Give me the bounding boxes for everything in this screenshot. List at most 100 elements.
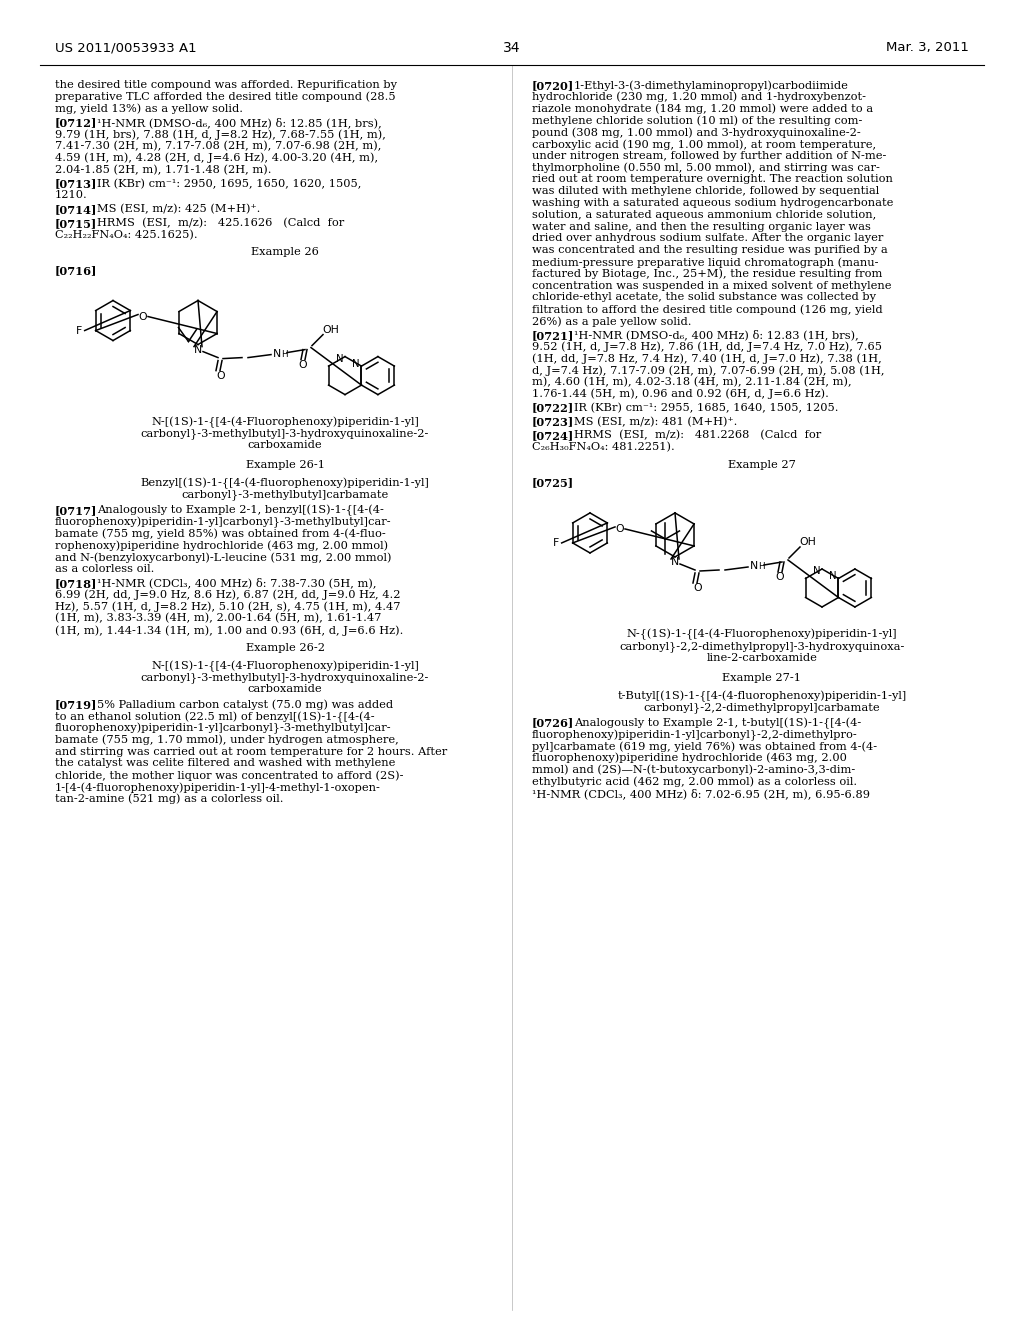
Text: N: N	[194, 345, 202, 355]
Text: chloride, the mother liquor was concentrated to afford (2S)-: chloride, the mother liquor was concentr…	[55, 770, 403, 780]
Text: [0725]: [0725]	[532, 478, 574, 488]
Text: Example 27: Example 27	[728, 459, 796, 470]
Text: ¹H-NMR (CDCl₃, 400 MHz) δ: 7.38-7.30 (5H, m),: ¹H-NMR (CDCl₃, 400 MHz) δ: 7.38-7.30 (5H…	[97, 578, 377, 589]
Text: Example 26-2: Example 26-2	[246, 643, 325, 652]
Text: Mar. 3, 2011: Mar. 3, 2011	[886, 41, 969, 54]
Text: to an ethanol solution (22.5 ml) of benzyl[(1S)-1-{[4-(4-: to an ethanol solution (22.5 ml) of benz…	[55, 711, 375, 722]
Text: line-2-carboxamide: line-2-carboxamide	[707, 652, 817, 663]
Text: 4.59 (1H, m), 4.28 (2H, d, J=4.6 Hz), 4.00-3.20 (4H, m),: 4.59 (1H, m), 4.28 (2H, d, J=4.6 Hz), 4.…	[55, 153, 378, 164]
Text: [0716]: [0716]	[55, 265, 97, 276]
Text: 2.04-1.85 (2H, m), 1.71-1.48 (2H, m).: 2.04-1.85 (2H, m), 1.71-1.48 (2H, m).	[55, 165, 271, 176]
Text: N-[(1S)-1-{[4-(4-Fluorophenoxy)piperidin-1-yl]: N-[(1S)-1-{[4-(4-Fluorophenoxy)piperidin…	[152, 660, 419, 672]
Text: H: H	[281, 350, 288, 359]
Text: HRMS  (ESI,  m/z):   481.2268   (Calcd  for: HRMS (ESI, m/z): 481.2268 (Calcd for	[574, 430, 821, 441]
Text: N: N	[813, 566, 821, 576]
Text: carbonyl}-3-methylbutyl]-3-hydroxyquinoxaline-2-: carbonyl}-3-methylbutyl]-3-hydroxyquinox…	[141, 672, 429, 682]
Text: factured by Biotage, Inc., 25+M), the residue resulting from: factured by Biotage, Inc., 25+M), the re…	[532, 269, 883, 280]
Text: ¹H-NMR (CDCl₃, 400 MHz) δ: 7.02-6.95 (2H, m), 6.95-6.89: ¹H-NMR (CDCl₃, 400 MHz) δ: 7.02-6.95 (2H…	[532, 788, 870, 799]
Text: N-{(1S)-1-{[4-(4-Fluorophenoxy)piperidin-1-yl]: N-{(1S)-1-{[4-(4-Fluorophenoxy)piperidin…	[627, 628, 897, 640]
Text: N: N	[336, 354, 344, 363]
Text: pound (308 mg, 1.00 mmol) and 3-hydroxyquinoxaline-2-: pound (308 mg, 1.00 mmol) and 3-hydroxyq…	[532, 127, 861, 137]
Text: [0717]: [0717]	[55, 506, 97, 516]
Text: 1-Ethyl-3-(3-dimethylaminopropyl)carbodiimide: 1-Ethyl-3-(3-dimethylaminopropyl)carbodi…	[574, 81, 849, 91]
Text: 26%) as a pale yellow solid.: 26%) as a pale yellow solid.	[532, 315, 691, 326]
Text: O: O	[138, 312, 147, 322]
Text: [0720]: [0720]	[532, 81, 574, 91]
Text: N: N	[351, 359, 359, 370]
Text: [0722]: [0722]	[532, 403, 574, 413]
Text: and N-(benzyloxycarbonyl)-L-leucine (531 mg, 2.00 mmol): and N-(benzyloxycarbonyl)-L-leucine (531…	[55, 552, 391, 562]
Text: t-Butyl[(1S)-1-{[4-(4-fluorophenoxy)piperidin-1-yl]: t-Butyl[(1S)-1-{[4-(4-fluorophenoxy)pipe…	[617, 690, 906, 702]
Text: methylene chloride solution (10 ml) of the resulting com-: methylene chloride solution (10 ml) of t…	[532, 115, 862, 125]
Text: was concentrated and the resulting residue was purified by a: was concentrated and the resulting resid…	[532, 246, 888, 255]
Text: fluorophenoxy)piperidin-1-yl]carbonyl}-3-methylbutyl]car-: fluorophenoxy)piperidin-1-yl]carbonyl}-3…	[55, 723, 391, 734]
Text: riazole monohydrate (184 mg, 1.20 mmol) were added to a: riazole monohydrate (184 mg, 1.20 mmol) …	[532, 103, 873, 114]
Text: was diluted with methylene chloride, followed by sequential: was diluted with methylene chloride, fol…	[532, 186, 880, 197]
Text: carboxylic acid (190 mg, 1.00 mmol), at room temperature,: carboxylic acid (190 mg, 1.00 mmol), at …	[532, 139, 877, 149]
Text: 1-[4-(4-fluorophenoxy)piperidin-1-yl]-4-methyl-1-oxopen-: 1-[4-(4-fluorophenoxy)piperidin-1-yl]-4-…	[55, 781, 381, 792]
Text: filtration to afford the desired title compound (126 mg, yield: filtration to afford the desired title c…	[532, 304, 883, 314]
Text: thylmorpholine (0.550 ml, 5.00 mmol), and stirring was car-: thylmorpholine (0.550 ml, 5.00 mmol), an…	[532, 162, 880, 173]
Text: carboxamide: carboxamide	[248, 684, 323, 694]
Text: solution, a saturated aqueous ammonium chloride solution,: solution, a saturated aqueous ammonium c…	[532, 210, 877, 220]
Text: [0726]: [0726]	[532, 718, 574, 729]
Text: 1.76-1.44 (5H, m), 0.96 and 0.92 (6H, d, J=6.6 Hz).: 1.76-1.44 (5H, m), 0.96 and 0.92 (6H, d,…	[532, 389, 828, 400]
Text: water and saline, and then the resulting organic layer was: water and saline, and then the resulting…	[532, 222, 870, 231]
Text: carbonyl}-2,2-dimethylpropyl]carbamate: carbonyl}-2,2-dimethylpropyl]carbamate	[644, 702, 881, 713]
Text: IR (KBr) cm⁻¹: 2950, 1695, 1650, 1620, 1505,: IR (KBr) cm⁻¹: 2950, 1695, 1650, 1620, 1…	[97, 178, 361, 189]
Text: ¹H-NMR (DMSO-d₆, 400 MHz) δ: 12.85 (1H, brs),: ¹H-NMR (DMSO-d₆, 400 MHz) δ: 12.85 (1H, …	[97, 117, 382, 128]
Text: washing with a saturated aqueous sodium hydrogencarbonate: washing with a saturated aqueous sodium …	[532, 198, 893, 209]
Text: OH: OH	[323, 325, 339, 334]
Text: under nitrogen stream, followed by further addition of N-me-: under nitrogen stream, followed by furth…	[532, 150, 887, 161]
Text: Hz), 5.57 (1H, d, J=8.2 Hz), 5.10 (2H, s), 4.75 (1H, m), 4.47: Hz), 5.57 (1H, d, J=8.2 Hz), 5.10 (2H, s…	[55, 602, 400, 612]
Text: 9.52 (1H, d, J=7.8 Hz), 7.86 (1H, dd, J=7.4 Hz, 7.0 Hz), 7.65: 9.52 (1H, d, J=7.8 Hz), 7.86 (1H, dd, J=…	[532, 342, 882, 352]
Text: carbonyl}-2,2-dimethylpropyl]-3-hydroxyquinoxa-: carbonyl}-2,2-dimethylpropyl]-3-hydroxyq…	[620, 640, 904, 652]
Text: carbonyl}-3-methylbutyl]carbamate: carbonyl}-3-methylbutyl]carbamate	[181, 490, 389, 500]
Text: F: F	[552, 539, 559, 548]
Text: [0712]: [0712]	[55, 117, 97, 128]
Text: carboxamide: carboxamide	[248, 440, 323, 450]
Text: rophenoxy)piperidine hydrochloride (463 mg, 2.00 mmol): rophenoxy)piperidine hydrochloride (463 …	[55, 540, 388, 550]
Text: tan-2-amine (521 mg) as a colorless oil.: tan-2-amine (521 mg) as a colorless oil.	[55, 793, 284, 804]
Text: [0714]: [0714]	[55, 205, 97, 215]
Text: 1210.: 1210.	[55, 190, 88, 201]
Text: O: O	[776, 572, 784, 582]
Text: Benzyl[(1S)-1-{[4-(4-fluorophenoxy)piperidin-1-yl]: Benzyl[(1S)-1-{[4-(4-fluorophenoxy)piper…	[140, 478, 429, 490]
Text: O: O	[615, 524, 625, 535]
Text: pyl]carbamate (619 mg, yield 76%) was obtained from 4-(4-: pyl]carbamate (619 mg, yield 76%) was ob…	[532, 741, 878, 751]
Text: Analogously to Example 2-1, t-butyl[(1S)-1-{[4-(4-: Analogously to Example 2-1, t-butyl[(1S)…	[574, 718, 861, 729]
Text: 5% Palladium carbon catalyst (75.0 mg) was added: 5% Palladium carbon catalyst (75.0 mg) w…	[97, 700, 393, 710]
Text: bamate (755 mg, yield 85%) was obtained from 4-(4-fluo-: bamate (755 mg, yield 85%) was obtained …	[55, 528, 386, 539]
Text: medium-pressure preparative liquid chromatograph (manu-: medium-pressure preparative liquid chrom…	[532, 257, 879, 268]
Text: 6.99 (2H, dd, J=9.0 Hz, 8.6 Hz), 6.87 (2H, dd, J=9.0 Hz, 4.2: 6.99 (2H, dd, J=9.0 Hz, 8.6 Hz), 6.87 (2…	[55, 590, 400, 601]
Text: C₂₂H₂₂FN₄O₄: 425.1625).: C₂₂H₂₂FN₄O₄: 425.1625).	[55, 230, 198, 240]
Text: O: O	[299, 359, 307, 370]
Text: 34: 34	[503, 41, 521, 55]
Text: concentration was suspended in a mixed solvent of methylene: concentration was suspended in a mixed s…	[532, 281, 892, 290]
Text: O: O	[693, 583, 702, 593]
Text: the desired title compound was afforded. Repurification by: the desired title compound was afforded.…	[55, 81, 397, 90]
Text: F: F	[76, 326, 82, 335]
Text: Example 26: Example 26	[251, 247, 318, 257]
Text: the catalyst was celite filtered and washed with methylene: the catalyst was celite filtered and was…	[55, 759, 395, 768]
Text: fluorophenoxy)piperidin-1-yl]carbonyl}-2,2-dimethylpro-: fluorophenoxy)piperidin-1-yl]carbonyl}-2…	[532, 729, 858, 741]
Text: N: N	[272, 348, 282, 359]
Text: [0723]: [0723]	[532, 416, 574, 428]
Text: US 2011/0053933 A1: US 2011/0053933 A1	[55, 41, 197, 54]
Text: Analogously to Example 2-1, benzyl[(1S)-1-{[4-(4-: Analogously to Example 2-1, benzyl[(1S)-…	[97, 506, 384, 516]
Text: chloride-ethyl acetate, the solid substance was collected by: chloride-ethyl acetate, the solid substa…	[532, 293, 876, 302]
Text: OH: OH	[800, 537, 816, 546]
Text: m), 4.60 (1H, m), 4.02-3.18 (4H, m), 2.11-1.84 (2H, m),: m), 4.60 (1H, m), 4.02-3.18 (4H, m), 2.1…	[532, 378, 852, 387]
Text: [0721]: [0721]	[532, 330, 574, 341]
Text: as a colorless oil.: as a colorless oil.	[55, 564, 155, 574]
Text: fluorophenoxy)piperidine hydrochloride (463 mg, 2.00: fluorophenoxy)piperidine hydrochloride (…	[532, 752, 847, 763]
Text: [0719]: [0719]	[55, 700, 97, 710]
Text: d, J=7.4 Hz), 7.17-7.09 (2H, m), 7.07-6.99 (2H, m), 5.08 (1H,: d, J=7.4 Hz), 7.17-7.09 (2H, m), 7.07-6.…	[532, 366, 885, 376]
Text: mg, yield 13%) as a yellow solid.: mg, yield 13%) as a yellow solid.	[55, 103, 243, 114]
Text: ¹H-NMR (DMSO-d₆, 400 MHz) δ: 12.83 (1H, brs),: ¹H-NMR (DMSO-d₆, 400 MHz) δ: 12.83 (1H, …	[574, 330, 859, 341]
Text: N: N	[671, 557, 679, 568]
Text: H: H	[758, 562, 764, 572]
Text: ethylbutyric acid (462 mg, 2.00 mmol) as a colorless oil.: ethylbutyric acid (462 mg, 2.00 mmol) as…	[532, 776, 857, 787]
Text: fluorophenoxy)piperidin-1-yl]carbonyl}-3-methylbutyl]car-: fluorophenoxy)piperidin-1-yl]carbonyl}-3…	[55, 517, 391, 528]
Text: Example 27-1: Example 27-1	[723, 673, 802, 682]
